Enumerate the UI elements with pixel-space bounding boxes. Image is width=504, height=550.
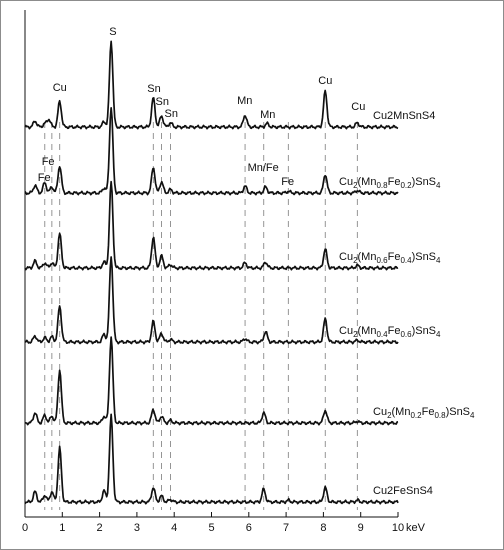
spectrum-line: [24, 413, 399, 505]
spectrum-line: [24, 256, 399, 345]
peak-label: Mn: [237, 95, 252, 107]
peak-label: Sn: [156, 96, 169, 108]
peak-label: Fe: [38, 172, 51, 184]
peak-label: Sn: [165, 108, 178, 120]
series-label: Cu2MnSnS4: [373, 110, 435, 122]
peak-label: Cu: [53, 82, 67, 94]
peak-label: S: [109, 26, 116, 38]
series-label: Cu2(Mn0.2Fe0.8)SnS4: [373, 406, 475, 420]
peak-label: Mn: [260, 109, 275, 121]
series-label: Cu2(Mn0.4Fe0.6)SnS4: [339, 325, 441, 339]
peak-label: Sn: [147, 83, 160, 95]
peak-label: Fe: [42, 156, 55, 168]
reference-lines: [44, 122, 358, 510]
peak-label: Mn/Fe: [248, 162, 279, 174]
x-tick-label: 6: [246, 522, 252, 534]
peak-label: Cu: [351, 101, 365, 113]
spectrum-line: [24, 107, 399, 196]
x-tick-label: 0: [22, 522, 28, 534]
x-tick-label: 2: [97, 522, 103, 534]
x-tick-label: 7: [283, 522, 289, 534]
series-label: Cu2FeSnS4: [373, 485, 433, 497]
series-label: Cu2(Mn0.8Fe0.2)SnS4: [339, 176, 441, 190]
spectrum-line: [24, 336, 399, 426]
spectrum-line: [24, 180, 399, 271]
spectrum-line: [24, 40, 399, 130]
x-axis: 0 1 2 3 4 5 6 7 8 9 10 keV: [22, 10, 426, 534]
x-tick-label: 4: [171, 522, 177, 534]
x-tick-label: 9: [358, 522, 364, 534]
x-tick-label: 5: [208, 522, 214, 534]
x-tick-label: 3: [134, 522, 140, 534]
spectra-group: [24, 40, 399, 505]
peak-label: Fe: [281, 176, 294, 188]
series-label: Cu2(Mn0.6Fe0.4)SnS4: [339, 251, 441, 265]
x-tick-label: 1: [59, 522, 65, 534]
x-tick-label: 10: [392, 522, 404, 534]
series-labels: Cu2MnSnS4 Cu2(Mn0.8Fe0.2)SnS4 Cu2(Mn0.6Fe0…: [339, 110, 475, 497]
x-unit-label: keV: [406, 522, 426, 534]
peak-label: Cu: [318, 75, 332, 87]
x-tick-label: 8: [320, 522, 326, 534]
